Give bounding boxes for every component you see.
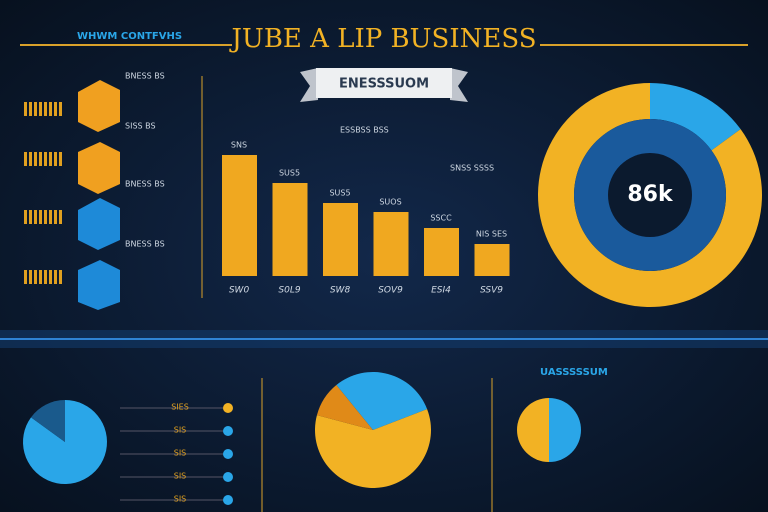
list-dot — [223, 495, 233, 505]
stripe — [29, 102, 32, 116]
stripe — [34, 210, 37, 224]
item-label: SISS BS — [125, 122, 156, 131]
list-dot — [223, 403, 233, 413]
bar — [272, 183, 308, 276]
stripe — [29, 270, 32, 284]
stripe — [49, 270, 52, 284]
bar — [424, 228, 459, 276]
center — [608, 153, 692, 237]
slice — [650, 83, 741, 151]
stripe — [49, 102, 52, 116]
stripe — [44, 102, 47, 116]
stripe — [54, 152, 57, 166]
pie-title: WHWM CONTFVHS — [77, 31, 182, 42]
stripe — [59, 270, 62, 284]
stripe — [44, 270, 47, 284]
stripe — [49, 210, 52, 224]
title: JUBE A LIP BUSINESS — [228, 24, 536, 54]
x-tick-label: SW0 — [229, 286, 250, 296]
item-label: BNESS BS — [125, 72, 165, 81]
stripe — [34, 102, 37, 116]
ribbon — [316, 68, 452, 98]
stripe — [59, 152, 62, 166]
stripe — [54, 102, 57, 116]
cube — [78, 142, 120, 194]
stripe — [29, 152, 32, 166]
cube — [78, 80, 120, 132]
stripe — [44, 152, 47, 166]
stripe — [39, 102, 42, 116]
stripe — [24, 152, 27, 166]
bar-annotation: SNS — [231, 141, 247, 150]
slice — [538, 83, 762, 308]
x-tick-label: ESI4 — [431, 286, 451, 296]
list-label: SIES — [171, 403, 189, 412]
bar-annotation: SUOS — [379, 198, 401, 207]
stripe — [54, 270, 57, 284]
slice — [336, 372, 428, 430]
stripe — [34, 152, 37, 166]
ribbon-text: ENESSSUOM — [339, 77, 429, 92]
stripe — [39, 210, 42, 224]
stripe — [39, 270, 42, 284]
item-label: BNESS BS — [125, 240, 165, 249]
stripe — [24, 210, 27, 224]
list-label: SIS — [174, 472, 187, 481]
stripe — [34, 270, 37, 284]
cube — [78, 198, 120, 250]
item-label: BNESS BS — [125, 180, 165, 189]
center-label: 86k — [627, 182, 674, 207]
bar — [323, 203, 358, 276]
bar — [373, 212, 409, 276]
bar — [222, 155, 257, 276]
cube — [78, 260, 120, 310]
bar — [474, 244, 510, 276]
x-tick-label: S0L9 — [278, 286, 300, 296]
slice — [517, 398, 549, 462]
slice — [23, 400, 108, 485]
callout: SNSS SSSS — [450, 164, 494, 173]
bar-annotation: SUS5 — [329, 189, 350, 198]
pie-title: UASSSSSUM — [540, 367, 608, 378]
stripe — [39, 152, 42, 166]
x-tick-label: SSV9 — [480, 286, 503, 296]
stripe — [24, 270, 27, 284]
stripe — [59, 102, 62, 116]
list-dot — [223, 449, 233, 459]
slice — [316, 385, 373, 430]
stripe — [44, 210, 47, 224]
bar-annotation: SUS5 — [279, 169, 300, 178]
stripe — [59, 210, 62, 224]
slice — [314, 409, 431, 488]
callout: ESSBSS BSS — [340, 126, 389, 135]
slice — [549, 398, 581, 462]
bar-annotation: SSCC — [430, 214, 452, 223]
stripe — [49, 152, 52, 166]
stripe — [24, 102, 27, 116]
x-tick-label: SW8 — [330, 286, 351, 296]
list-label: SIS — [174, 449, 187, 458]
list-label: SIS — [174, 495, 187, 504]
slice — [31, 400, 65, 442]
list-dot — [223, 426, 233, 436]
stripe — [54, 210, 57, 224]
cubes — [78, 80, 120, 310]
bar-annotation: NIS SES — [476, 230, 507, 239]
x-tick-label: SOV9 — [378, 286, 403, 296]
list-dot — [223, 472, 233, 482]
stripe — [29, 210, 32, 224]
list-label: SIS — [174, 426, 187, 435]
